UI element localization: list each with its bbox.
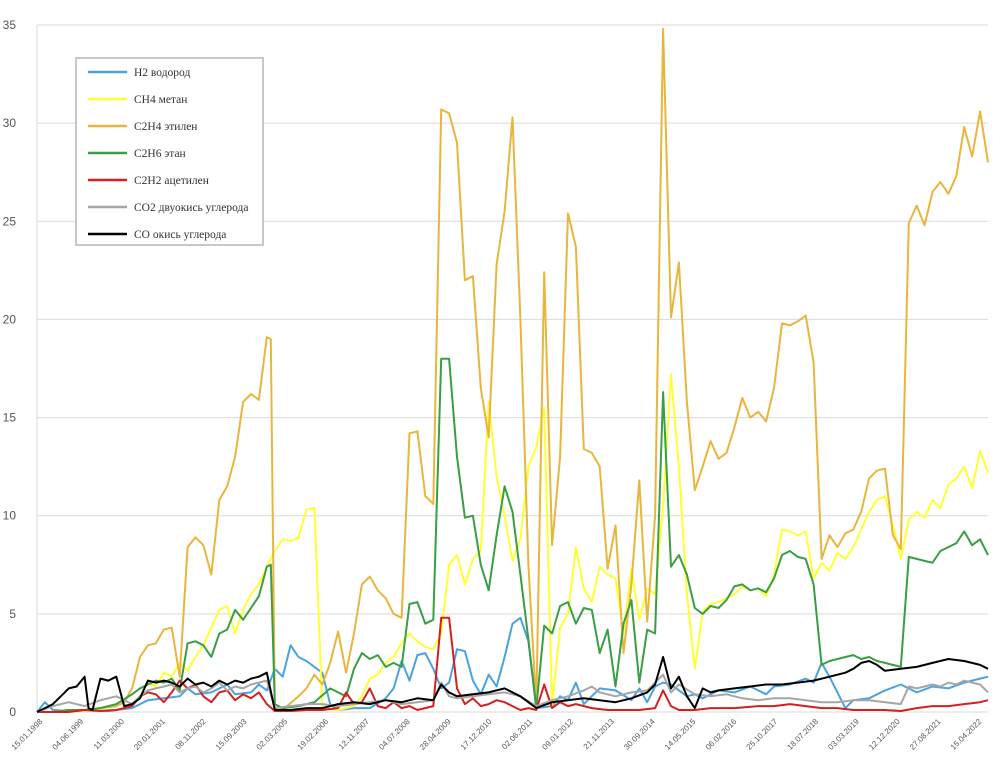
x-tick-label: 15.09.2003 [214, 717, 249, 752]
x-tick-label: 04.07.2008 [377, 717, 412, 752]
x-tick-label: 04.06.1999 [51, 717, 86, 752]
x-tick-label: 02.06.2011 [500, 717, 535, 752]
x-tick-label: 12.11.2007 [337, 717, 372, 752]
x-tick-label: 02.03.2005 [255, 717, 290, 752]
series-line [36, 656, 989, 713]
series-lines [36, 27, 989, 713]
legend-label: C2H6 этан [134, 148, 186, 160]
y-tick-label: 15 [3, 411, 17, 425]
y-tick-label: 20 [3, 312, 17, 326]
y-tick-label: 35 [3, 18, 17, 32]
series-line [37, 357, 989, 713]
legend-label: CH4 метан [134, 94, 187, 106]
x-tick-label: 28.04.2009 [418, 717, 453, 752]
x-axis-ticks: 15.01.1998 04.06.1999 11.03.2000 20.01.2001… [10, 717, 984, 752]
x-tick-label: 19.02.2006 [296, 717, 331, 752]
x-tick-label: 06.02.2016 [704, 717, 739, 752]
x-tick-label: 12.12.2020 [867, 717, 902, 752]
series-line [37, 373, 989, 713]
x-tick-label: 20.01.2001 [132, 717, 167, 752]
y-tick-label: 5 [9, 607, 16, 621]
x-tick-label: 08.11.2002 [173, 717, 208, 752]
x-tick-label: 15.01.1998 [10, 717, 45, 752]
legend-label: C2H2 ацетилен [134, 175, 209, 187]
legend-box [75, 57, 264, 246]
x-tick-label: 11.03.2000 [92, 717, 127, 752]
legend-label: H2 водород [134, 67, 190, 79]
legend: H2 водород CH4 метан C2H4 этилен C2H6 этан C… [75, 57, 264, 246]
x-tick-label: 15.04.2022 [949, 717, 984, 752]
y-tick-label: 10 [3, 509, 17, 523]
legend-label: CO2 двуокись углерода [134, 202, 249, 214]
y-tick-label: 0 [9, 705, 16, 719]
x-tick-label: 18.07.2018 [785, 717, 820, 752]
x-tick-label: 27.08.2021 [908, 717, 943, 752]
x-tick-label: 17.12.2010 [459, 717, 494, 752]
x-tick-label: 21.11.2013 [582, 717, 617, 752]
series-line [36, 673, 989, 713]
x-tick-label: 09.01.2012 [540, 717, 575, 752]
y-tick-label: 30 [3, 116, 17, 130]
x-tick-label: 25.10.2017 [745, 717, 780, 752]
x-tick-label: 30.09.2014 [622, 717, 657, 752]
x-tick-label: 14.05.2015 [663, 717, 698, 752]
x-tick-label: 03.03.2019 [826, 717, 861, 752]
series-line [37, 27, 989, 713]
y-tick-label: 25 [3, 214, 17, 228]
legend-label: C2H4 этилен [134, 121, 197, 133]
y-axis-ticks: 0 5 10 15 20 25 30 35 [3, 18, 17, 719]
legend-label: CO окись углерода [134, 229, 226, 241]
